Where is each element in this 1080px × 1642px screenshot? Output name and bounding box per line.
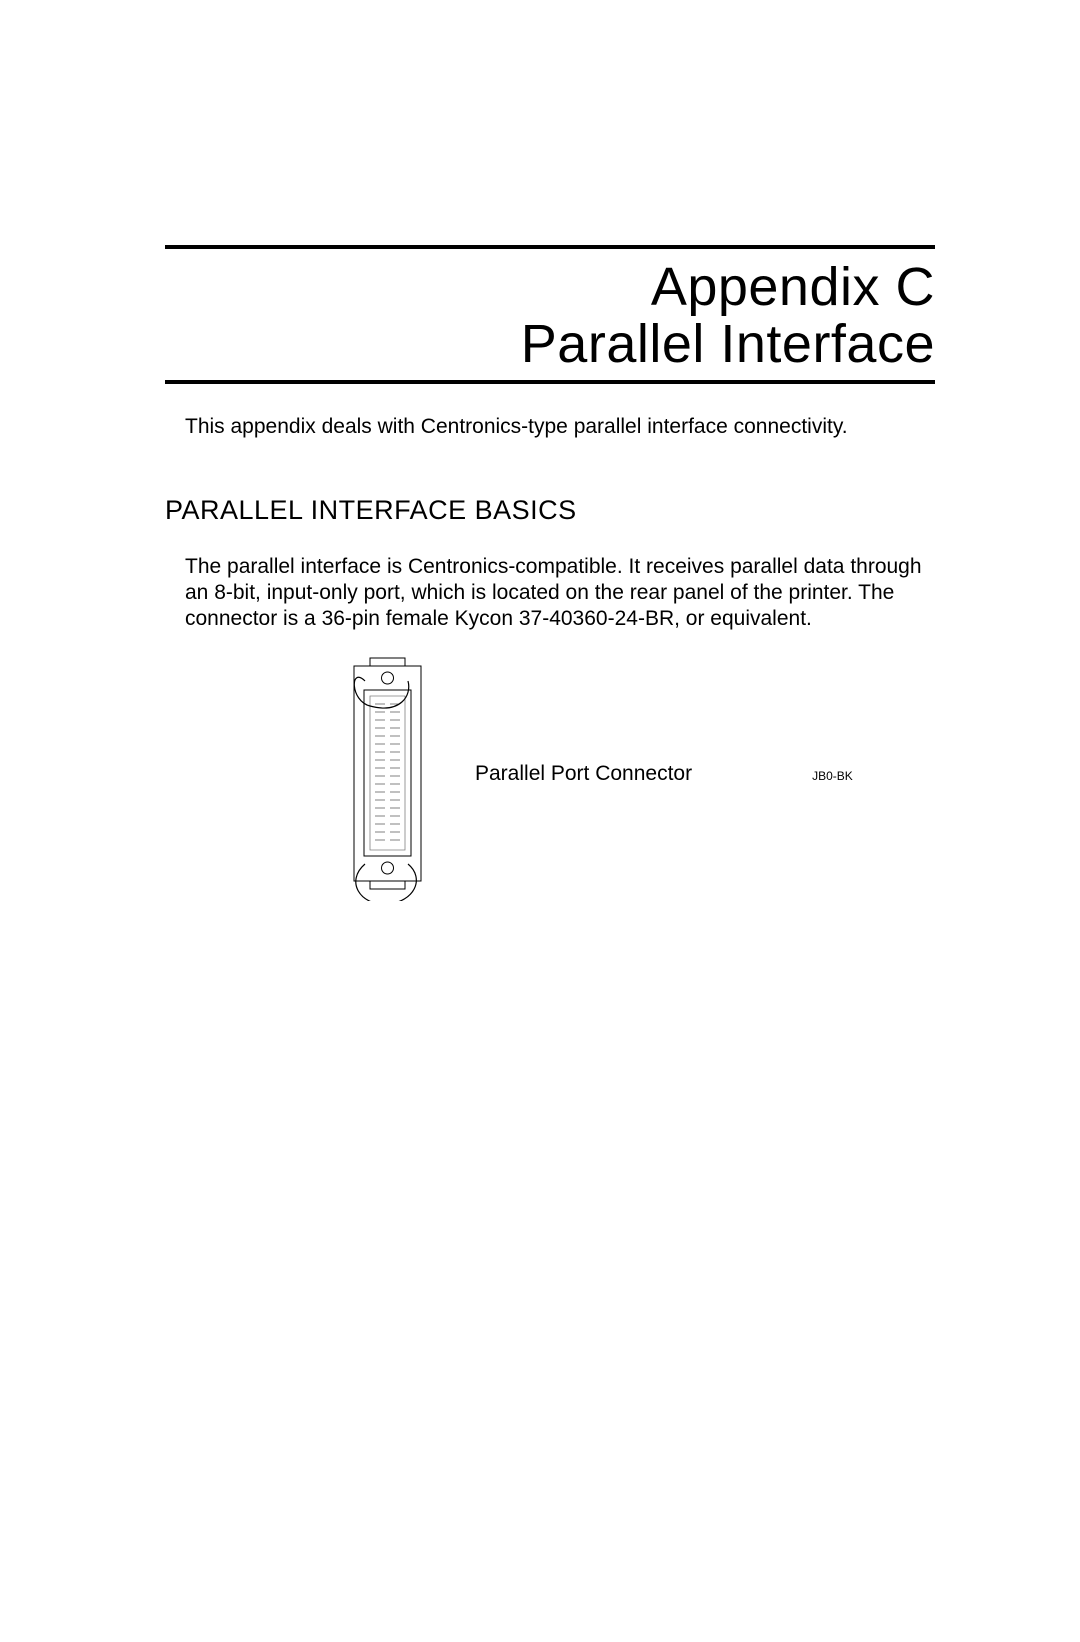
figure-code: JB0-BK — [812, 769, 853, 783]
appendix-title: Parallel Interface — [165, 316, 935, 373]
figure-label: Parallel Port Connector — [475, 762, 692, 786]
intro-paragraph: This appendix deals with Centronics-type… — [185, 414, 935, 439]
page: Appendix C Parallel Interface This appen… — [0, 245, 1080, 1642]
title-block: Appendix C Parallel Interface — [165, 245, 935, 384]
section-body: The parallel interface is Centronics-com… — [185, 554, 935, 633]
figure-row: Parallel Port Connector JB0-BK — [340, 646, 935, 901]
appendix-label: Appendix C — [165, 259, 935, 316]
figure-caption: Parallel Port Connector JB0-BK — [475, 762, 935, 786]
parallel-connector-icon — [340, 646, 435, 901]
section-heading: PARALLEL INTERFACE BASICS — [165, 495, 935, 526]
